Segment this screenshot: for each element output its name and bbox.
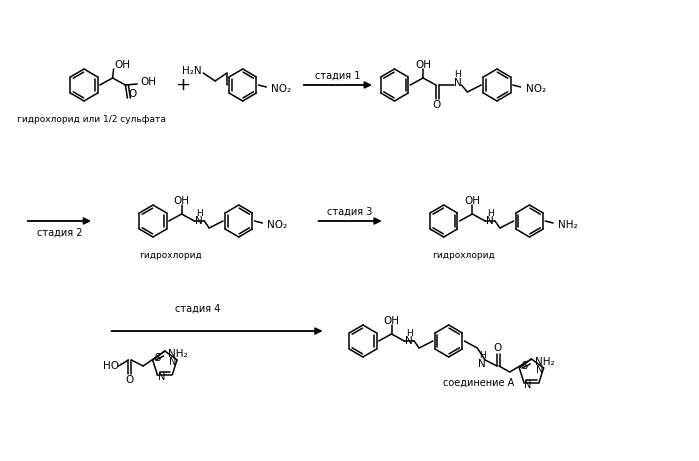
Text: N: N [524, 379, 531, 390]
Text: гидрохлорид или 1/2 сульфата: гидрохлорид или 1/2 сульфата [17, 116, 166, 124]
Text: OH: OH [415, 60, 431, 70]
Text: H: H [196, 208, 203, 218]
Text: OH: OH [115, 60, 131, 70]
Text: H: H [487, 208, 493, 218]
Text: N: N [196, 216, 203, 226]
Text: OH: OH [173, 196, 189, 206]
Text: H: H [406, 329, 412, 337]
Text: +: + [175, 76, 190, 94]
Text: NH₂: NH₂ [535, 357, 555, 367]
Text: H: H [479, 351, 486, 361]
Text: стадия 3: стадия 3 [327, 207, 373, 217]
Text: N: N [454, 78, 461, 88]
Text: стадия 4: стадия 4 [175, 304, 220, 314]
Text: стадия 1: стадия 1 [315, 71, 361, 81]
Text: гидрохлорид: гидрохлорид [432, 252, 495, 260]
Text: S: S [154, 353, 161, 363]
Text: NO₂: NO₂ [267, 220, 287, 230]
Text: NO₂: NO₂ [271, 84, 291, 94]
Text: N: N [405, 336, 413, 346]
Text: NH₂: NH₂ [168, 349, 188, 359]
Text: O: O [493, 343, 502, 353]
Text: NH₂: NH₂ [558, 220, 577, 230]
Text: N: N [478, 359, 486, 369]
Text: N: N [157, 372, 165, 382]
Text: NO₂: NO₂ [526, 84, 546, 94]
Text: соединение А: соединение А [442, 378, 514, 388]
Text: N: N [487, 216, 494, 226]
Text: N: N [169, 357, 177, 367]
Text: HO: HO [103, 361, 119, 371]
Text: H: H [454, 71, 461, 79]
Text: OH: OH [140, 77, 156, 87]
Text: гидрохлорид: гидрохлорид [139, 252, 202, 260]
Text: N: N [536, 365, 543, 375]
Text: S: S [521, 361, 527, 371]
Text: O: O [125, 375, 134, 385]
Text: стадия 2: стадия 2 [36, 228, 82, 238]
Text: O: O [128, 89, 136, 99]
Text: O: O [433, 100, 441, 110]
Text: OH: OH [464, 196, 480, 206]
Text: H₂N: H₂N [182, 66, 201, 76]
Text: OH: OH [384, 316, 400, 326]
